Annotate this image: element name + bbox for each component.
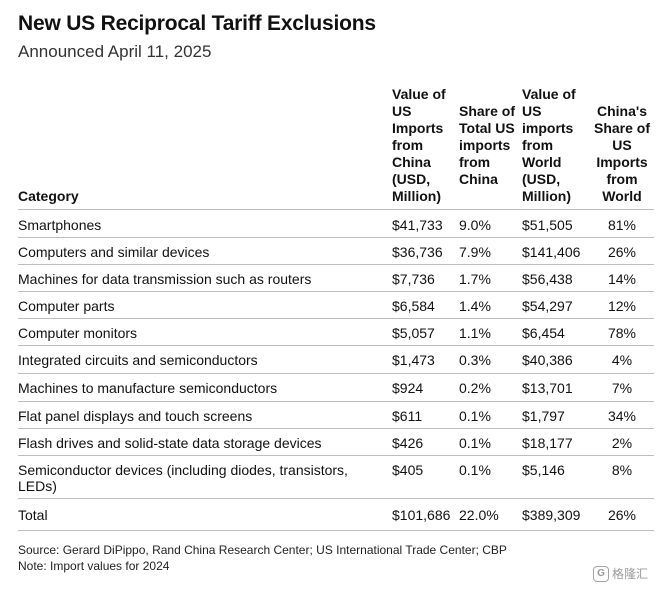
- header-value-from-china: Value of US Imports from China (USD, Mil…: [392, 86, 446, 204]
- cell-china-share: 8%: [611, 462, 633, 478]
- cell-value-world: $6,454: [522, 325, 565, 341]
- cell-value-world: $1,797: [522, 408, 565, 424]
- row-rule: [18, 318, 654, 319]
- cell-share-china: 1.7%: [459, 271, 491, 287]
- row-rule: [18, 345, 654, 346]
- watermark-logo-icon: G: [592, 565, 609, 582]
- cell-share-china: 0.1%: [459, 408, 491, 424]
- header-share-total-from-china: Share of Total US imports from China: [459, 103, 516, 187]
- cell-value-world: $56,438: [522, 271, 573, 287]
- cell-value-china: $101,686: [392, 507, 451, 523]
- cell-share-china: 0.3%: [459, 352, 491, 368]
- cell-value-china: $1,473: [392, 352, 435, 368]
- note-text: Note: Import values for 2024: [18, 559, 170, 573]
- cell-category: Machines to manufacture semiconductors: [18, 380, 278, 396]
- cell-value-china: $426: [392, 435, 424, 451]
- cell-share-china: 1.4%: [459, 298, 491, 314]
- cell-china-share: 34%: [607, 408, 637, 424]
- cell-value-china: $924: [392, 380, 424, 396]
- cell-category: Computer parts: [18, 298, 115, 314]
- cell-china-share: 26%: [607, 507, 637, 523]
- row-rule: [18, 373, 654, 374]
- cell-value-world: $51,505: [522, 217, 573, 233]
- cell-value-world: $5,146: [522, 462, 565, 478]
- row-rule: [18, 291, 654, 292]
- cell-china-share: 2%: [611, 435, 633, 451]
- cell-share-china: 0.1%: [459, 462, 491, 478]
- cell-share-china: 7.9%: [459, 244, 491, 260]
- cell-category: Integrated circuits and semiconductors: [18, 352, 258, 368]
- cell-share-china: 22.0%: [459, 507, 499, 523]
- header-value-from-world: Value of US imports from World (USD, Mil…: [522, 86, 576, 204]
- cell-china-share: 14%: [607, 271, 637, 287]
- cell-share-china: 1.1%: [459, 325, 491, 341]
- cell-value-china: $611: [392, 408, 423, 424]
- cell-value-world: $18,177: [522, 435, 573, 451]
- cell-china-share: 78%: [607, 325, 637, 341]
- cell-china-share: 4%: [611, 352, 633, 368]
- row-rule: [18, 237, 654, 238]
- row-rule: [18, 264, 654, 265]
- header-category: Category: [18, 188, 79, 204]
- cell-china-share: 81%: [607, 217, 637, 233]
- watermark-text: 格隆汇: [611, 567, 648, 581]
- cell-value-world: $40,386: [522, 352, 573, 368]
- source-text: Source: Gerard DiPippo, Rand China Resea…: [18, 543, 507, 557]
- cell-category: Machines for data transmission such as r…: [18, 271, 312, 287]
- cell-category: Flash drives and solid-state data storag…: [18, 435, 322, 451]
- cell-value-china: $41,733: [392, 217, 443, 233]
- cell-value-world: $141,406: [522, 244, 581, 260]
- cell-china-share: 12%: [607, 298, 637, 314]
- chart-title: New US Reciprocal Tariff Exclusions: [18, 12, 376, 35]
- cell-category: Flat panel displays and touch screens: [18, 408, 253, 424]
- row-rule: [18, 401, 654, 402]
- cell-value-world: $13,701: [522, 380, 573, 396]
- cell-value-china: $7,736: [392, 271, 435, 287]
- watermark: G 格隆汇: [592, 565, 648, 582]
- cell-category: Total: [18, 507, 48, 523]
- cell-china-share: 7%: [611, 380, 633, 396]
- row-rule: [18, 428, 654, 429]
- cell-share-china: 9.0%: [459, 217, 491, 233]
- source-note: Source: Gerard DiPippo, Rand China Resea…: [18, 542, 507, 574]
- cell-value-china: $405: [392, 462, 424, 478]
- cell-category: Smartphones: [18, 217, 102, 233]
- cell-share-china: 0.2%: [459, 380, 491, 396]
- cell-value-china: $6,584: [392, 298, 435, 314]
- cell-value-china: $5,057: [392, 325, 435, 341]
- cell-category: Computer monitors: [18, 325, 138, 341]
- row-rule: [18, 498, 654, 499]
- cell-category: Semiconductor devices (including diodes,…: [18, 462, 348, 494]
- header-china-share-of-world: China's Share of US Imports from World: [593, 103, 650, 204]
- row-rule: [18, 455, 654, 456]
- cell-value-world: $389,309: [522, 507, 581, 523]
- row-rule: [18, 530, 654, 531]
- cell-category: Computers and similar devices: [18, 244, 210, 260]
- cell-value-world: $54,297: [522, 298, 573, 314]
- cell-china-share: 26%: [607, 244, 637, 260]
- cell-value-china: $36,736: [392, 244, 443, 260]
- chart-subtitle: Announced April 11, 2025: [18, 42, 212, 61]
- header-rule: [18, 209, 654, 210]
- cell-share-china: 0.1%: [459, 435, 491, 451]
